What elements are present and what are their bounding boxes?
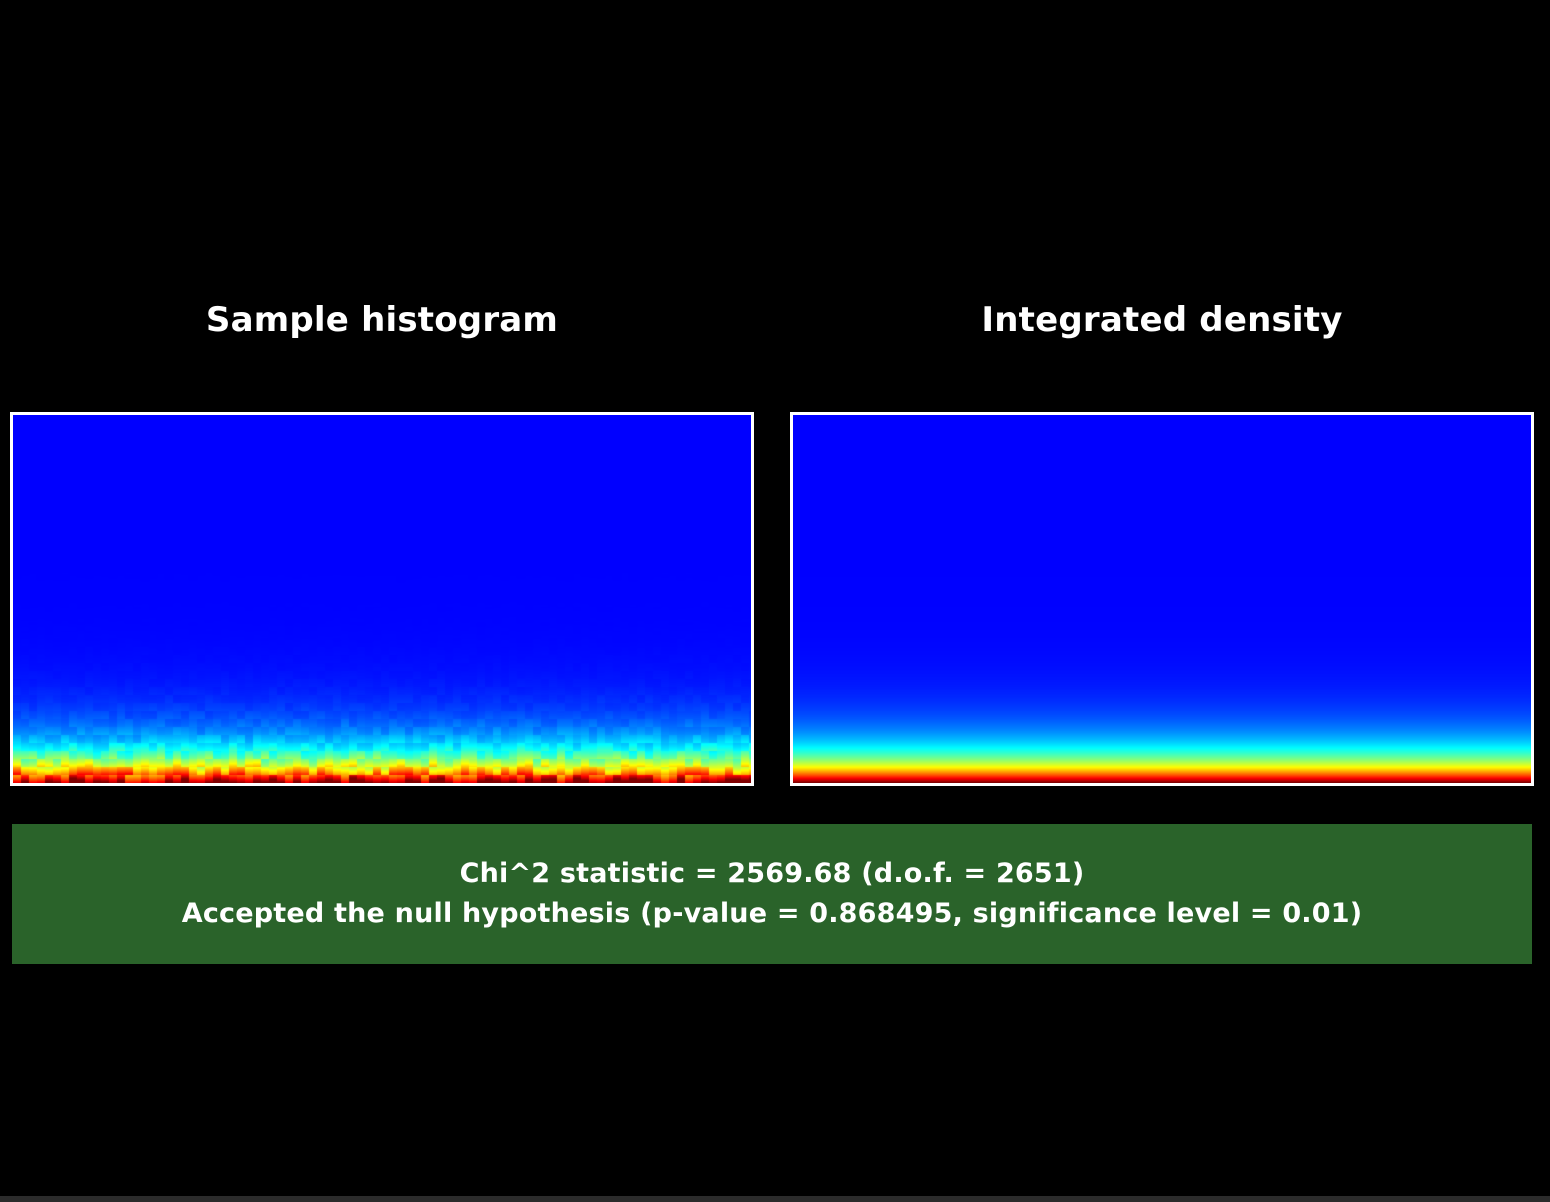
sample-histogram-heatmap bbox=[13, 415, 751, 783]
chi-square-statistic-text: Chi^2 statistic = 2569.68 (d.o.f. = 2651… bbox=[460, 854, 1085, 894]
integrated-density-title: Integrated density bbox=[790, 296, 1534, 344]
bottom-status-strip bbox=[0, 1196, 1550, 1202]
sample-histogram-title: Sample histogram bbox=[10, 296, 754, 344]
integrated-density-heatmap bbox=[793, 415, 1531, 783]
hypothesis-result-text: Accepted the null hypothesis (p-value = … bbox=[182, 894, 1363, 934]
sample-histogram-plot bbox=[10, 412, 754, 786]
integrated-density-plot bbox=[790, 412, 1534, 786]
chi-square-result-banner: Chi^2 statistic = 2569.68 (d.o.f. = 2651… bbox=[12, 824, 1532, 964]
